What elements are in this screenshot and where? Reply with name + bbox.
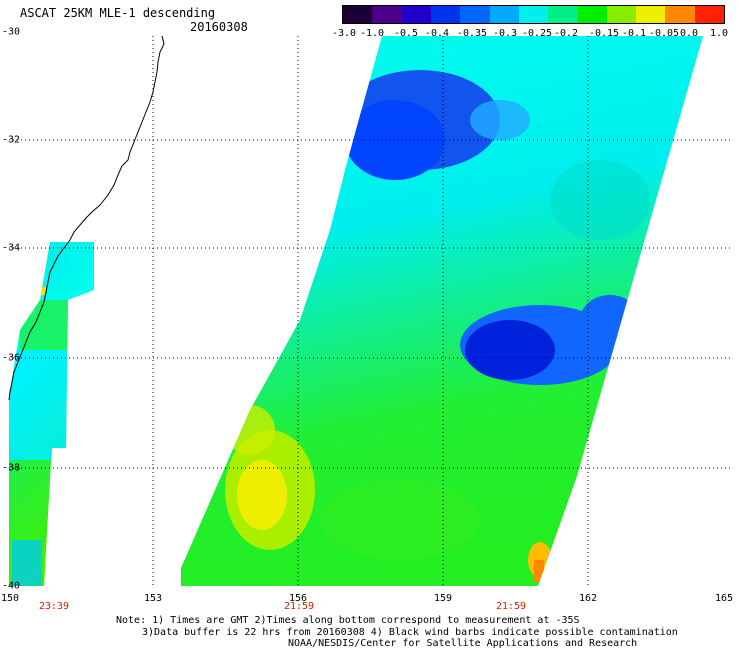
colorbar-label: -0.3 xyxy=(492,28,518,39)
pass-time: 23:39 xyxy=(38,601,70,612)
lon-label: 153 xyxy=(143,593,163,604)
colorbar-segment xyxy=(460,6,490,23)
colorbar-label: -0.35 xyxy=(456,28,488,39)
map-date: 20160308 xyxy=(190,20,248,34)
colorbar-label: 0.0 xyxy=(679,28,699,39)
colorbar-segment xyxy=(372,6,402,23)
note-line: Note: 1) Times are GMT 2)Times along bot… xyxy=(116,615,580,626)
lat-label: -38 xyxy=(2,462,21,474)
colorbar-segment xyxy=(518,6,549,23)
colorbar-segment xyxy=(665,6,695,23)
left-swath xyxy=(9,242,94,586)
colorbar-label: -0.1 xyxy=(621,28,647,39)
colorbar-label: 1.0 xyxy=(709,28,729,39)
lon-label: 165 xyxy=(714,593,734,604)
lon-label: 159 xyxy=(433,593,453,604)
colorbar-label: -0.05 xyxy=(648,28,680,39)
coastline xyxy=(8,35,165,401)
lat-label: -30 xyxy=(2,26,21,38)
colorbar-label: -0.5 xyxy=(393,28,419,39)
colorbar-label: -0.25 xyxy=(521,28,553,39)
colorbar xyxy=(342,5,725,24)
colorbar-segment xyxy=(606,6,637,23)
colorbar-segment xyxy=(548,6,578,23)
colorbar-segment xyxy=(401,6,431,23)
colorbar-segment xyxy=(694,6,725,23)
lat-label: -36 xyxy=(2,352,21,364)
lon-label: 150 xyxy=(0,593,20,604)
colorbar-segment xyxy=(430,6,461,23)
colorbar-segment xyxy=(636,6,666,23)
lon-label: 156 xyxy=(288,593,308,604)
pass-time: 21:59 xyxy=(495,601,527,612)
grid-lines xyxy=(9,36,730,586)
colorbar-segment xyxy=(343,6,373,23)
lon-label: 162 xyxy=(578,593,598,604)
colorbar-segment xyxy=(489,6,519,23)
credit-line: NOAA/NESDIS/Center for Satellite Applica… xyxy=(288,638,638,649)
colorbar-label: -0.15 xyxy=(588,28,620,39)
map-title: ASCAT 25KM MLE-1 descending xyxy=(20,6,216,20)
right-swath xyxy=(181,36,703,586)
lat-label: -32 xyxy=(2,134,21,146)
lat-label: -34 xyxy=(2,242,21,254)
pass-time: 21:59 xyxy=(283,601,315,612)
colorbar-segment xyxy=(577,6,607,23)
colorbar-label: -0.4 xyxy=(424,28,450,39)
colorbar-label: -0.2 xyxy=(553,28,579,39)
lat-label: -40 xyxy=(2,580,21,592)
colorbar-label: -3.0 xyxy=(331,28,357,39)
note-line: 3)Data buffer is 22 hrs from 20160308 4)… xyxy=(142,627,678,638)
colorbar-label: -1.0 xyxy=(359,28,385,39)
